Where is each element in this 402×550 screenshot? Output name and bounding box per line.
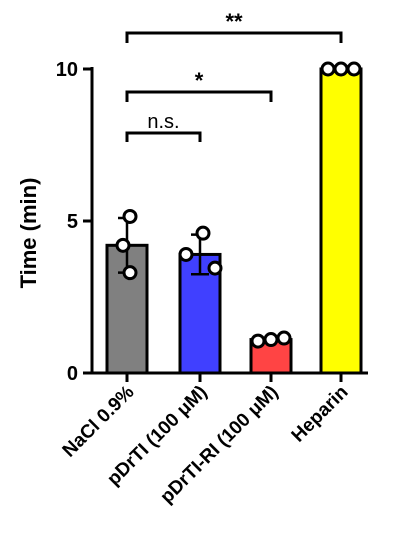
data-point bbox=[195, 225, 211, 241]
x-tick-label: Heparin bbox=[288, 382, 353, 447]
significance-brackets: n.s.*** bbox=[125, 9, 343, 142]
bar-3 bbox=[319, 67, 363, 375]
significance-bracket bbox=[125, 31, 343, 43]
y-axis-title: Time (min) bbox=[16, 178, 41, 289]
data-point bbox=[122, 208, 138, 224]
data-point bbox=[320, 61, 336, 77]
significance-label: * bbox=[195, 68, 204, 93]
x-tick-label: NaCl 0.9% bbox=[59, 382, 139, 462]
data-point bbox=[115, 237, 131, 253]
x-tick-label: pDrTI-RI (100 μM) bbox=[156, 382, 282, 508]
significance-label: ** bbox=[225, 9, 243, 34]
y-tick-label: 10 bbox=[56, 59, 78, 81]
data-point bbox=[207, 260, 223, 276]
significance-bracket bbox=[125, 90, 273, 102]
data-point bbox=[122, 265, 138, 281]
data-point bbox=[250, 333, 266, 349]
y-tick-label: 5 bbox=[67, 211, 78, 233]
significance-label: n.s. bbox=[147, 111, 179, 133]
data-point bbox=[263, 332, 279, 348]
data-point bbox=[178, 246, 194, 262]
data-point bbox=[346, 61, 362, 77]
data-point bbox=[333, 61, 349, 77]
bars bbox=[105, 61, 363, 375]
significance-bracket bbox=[125, 131, 202, 142]
data-point bbox=[276, 330, 292, 346]
y-tick-label: 0 bbox=[67, 363, 78, 385]
